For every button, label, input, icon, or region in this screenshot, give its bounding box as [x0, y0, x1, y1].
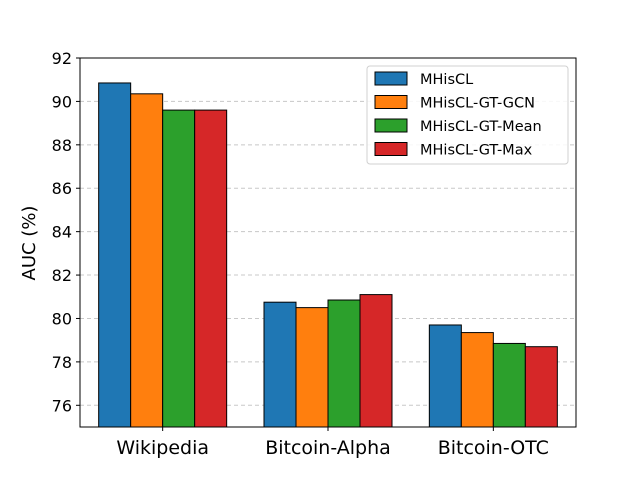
legend-label: MHisCL-GT-GCN — [420, 96, 535, 112]
x-tick-label: Wikipedia — [116, 437, 209, 459]
bar-MHisCL-Wikipedia — [98, 82, 132, 428]
legend-label: MHisCL — [420, 72, 473, 88]
bar-MHisCL-GT-GCN-Bitcoin-Alpha — [295, 307, 329, 428]
y-axis-label: AUC (%) — [19, 206, 40, 281]
x-ticks: Wikipedia Bitcoin-Alpha Bitcoin-OTC — [116, 427, 549, 459]
bar-MHisCL-GT-GCN-Wikipedia — [130, 93, 164, 428]
y-tick-label: 90 — [52, 92, 72, 111]
legend-swatch — [374, 118, 408, 133]
bar-MHisCL-Bitcoin-Alpha — [263, 301, 297, 428]
bar-MHisCL-GT-Max-Bitcoin-Alpha — [359, 294, 393, 428]
bar-MHisCL-GT-Mean-Wikipedia — [162, 109, 196, 428]
y-tick-label: 84 — [52, 223, 72, 242]
legend: MHisCL MHisCL-GT-GCN MHisCL-GT-Mean MHisCL-… — [366, 65, 569, 165]
bar-MHisCL-GT-Mean-Bitcoin-OTC — [492, 342, 526, 428]
y-tick-label: 76 — [52, 396, 72, 415]
legend-label: MHisCL-GT-Max — [420, 143, 533, 159]
y-tick-label: 78 — [52, 353, 72, 372]
x-tick-label: Bitcoin-OTC — [438, 437, 549, 459]
legend-swatch — [374, 71, 408, 86]
y-ticks: 76 78 80 82 84 86 88 90 92 — [52, 49, 80, 415]
y-tick-label: 86 — [52, 179, 72, 198]
bar-MHisCL-GT-GCN-Bitcoin-OTC — [460, 332, 494, 428]
legend-swatch — [374, 95, 408, 109]
bar-MHisCL-GT-Max-Wikipedia — [194, 109, 228, 428]
legend-swatch — [374, 142, 408, 156]
legend-box — [366, 65, 569, 165]
legend-label: MHisCL-GT-Mean — [420, 119, 542, 135]
y-tick-label: 92 — [52, 49, 72, 68]
bar-MHisCL-GT-Max-Bitcoin-OTC — [524, 346, 558, 428]
y-tick-label: 82 — [52, 266, 72, 285]
bar-MHisCL-Bitcoin-OTC — [428, 324, 462, 428]
y-tick-label: 88 — [52, 136, 72, 155]
x-tick-label: Bitcoin-Alpha — [265, 437, 391, 459]
bars — [98, 82, 558, 428]
y-tick-label: 80 — [52, 309, 72, 328]
bar-MHisCL-GT-Mean-Bitcoin-Alpha — [327, 299, 361, 428]
